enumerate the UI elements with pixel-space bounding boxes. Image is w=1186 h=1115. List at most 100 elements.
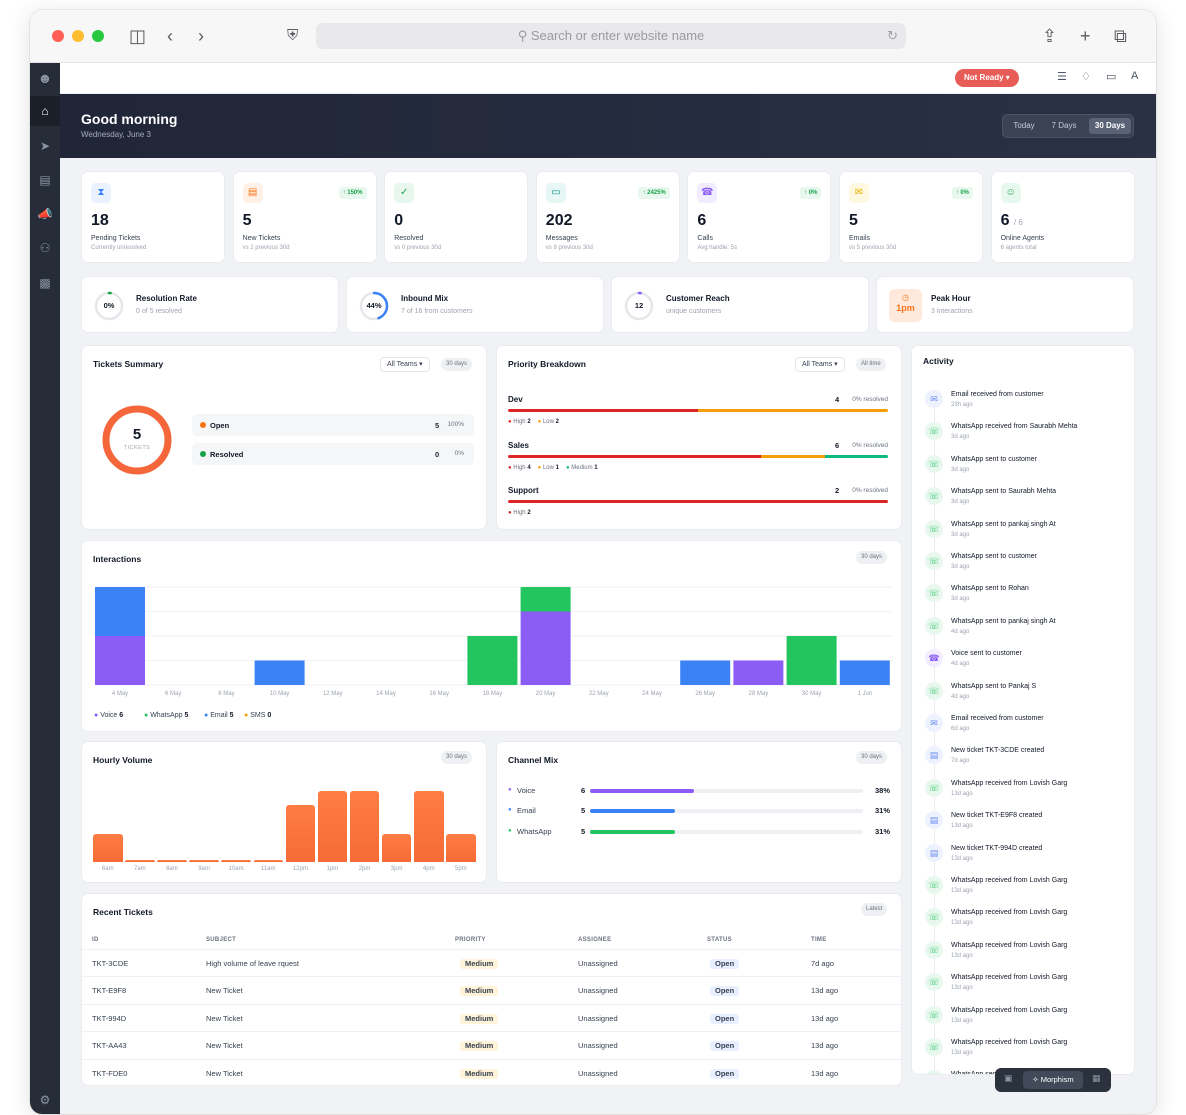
hourly-bar[interactable] <box>157 859 187 862</box>
kpi-card[interactable]: 12 Customer Reach unique customers <box>611 276 869 333</box>
chat-icon[interactable]: ▭ <box>1106 71 1117 83</box>
table-row[interactable]: TKT-3CDE High volume of leave rquest Mediu… <box>82 949 901 976</box>
activity-item[interactable]: ▤ New ticket TKT-E9F8 created 13d ago <box>925 811 1130 841</box>
app-logo-icon[interactable]: ☻ <box>37 70 53 86</box>
ticket-id[interactable]: TKT-994D <box>92 1013 127 1023</box>
bar-email[interactable] <box>254 660 305 686</box>
activity-item[interactable]: ☏ WhatsApp received from Lovish Garg 13d a… <box>925 778 1130 809</box>
activity-item[interactable]: ☏ WhatsApp sent to Rohan 3d ago <box>925 584 1130 614</box>
hourly-bar[interactable] <box>93 833 123 862</box>
send-icon[interactable]: ➤ <box>39 139 51 153</box>
new-tab-icon[interactable]: + <box>1080 26 1091 46</box>
activity-item[interactable]: ☏ WhatsApp received from Lovish Garg 13d a… <box>925 1005 1130 1036</box>
close-window-button[interactable] <box>52 30 64 42</box>
hourly-bar[interactable] <box>381 833 412 862</box>
bar-whatsapp[interactable] <box>786 636 837 685</box>
megaphone-icon[interactable]: 📣 <box>37 207 53 221</box>
activity-item[interactable]: ☏ WhatsApp received from Lovish Garg 13d a… <box>925 908 1130 938</box>
font-icon[interactable]: A <box>1131 70 1139 82</box>
morphism-button[interactable]: ✧ Morphism <box>1023 1071 1083 1089</box>
users-icon[interactable]: ⚇ <box>39 241 51 255</box>
address-bar[interactable]: ⚲ Search or enter website name ↻ <box>316 23 906 49</box>
table-row[interactable]: TKT-E9F8 New Ticket Medium Unassigned Open 13… <box>82 976 901 1003</box>
hourly-bar[interactable] <box>414 791 444 862</box>
analytics-icon[interactable]: ▩ <box>39 276 51 290</box>
activity-item[interactable]: ☏ WhatsApp sent to pankaj singh At 3d ago <box>925 519 1130 550</box>
sidebar-toggle-icon[interactable]: ◫ <box>129 26 147 46</box>
share-icon[interactable]: ⇪ <box>1042 26 1058 46</box>
bar-voice[interactable] <box>95 636 145 685</box>
kpi-card[interactable]: ◷ 1pm Peak Hour 3 interactions <box>876 276 1134 333</box>
range-7-days[interactable]: 7 Days <box>1051 121 1077 130</box>
hourly-bar[interactable] <box>285 805 316 862</box>
reload-icon[interactable]: ↻ <box>887 28 898 43</box>
range-today[interactable]: Today <box>1013 121 1035 130</box>
activity-item[interactable]: ☏ WhatsApp sent to pankaj singh At 4d ago <box>925 616 1130 647</box>
stat-card[interactable]: ✓ 0 Resolved vs 0 previous 30d <box>384 171 529 263</box>
activity-item[interactable]: ✉ Email received from customer 6d ago <box>925 714 1130 744</box>
ticket-id[interactable]: TKT-FDE0 <box>92 1068 128 1078</box>
whatsapp-icon: ☏ <box>925 1038 943 1056</box>
layout-icon[interactable]: ▣ <box>1004 1073 1013 1083</box>
bar-whatsapp[interactable] <box>520 587 571 612</box>
activity-item[interactable]: ☏ WhatsApp sent to customer 3d ago <box>925 552 1130 582</box>
activity-item[interactable]: ✉ Email received from customer 23h ago <box>925 390 1130 420</box>
bar-voice[interactable] <box>520 611 571 686</box>
bar-whatsapp[interactable] <box>467 636 518 685</box>
hourly-bar[interactable] <box>125 859 155 862</box>
hourly-bar[interactable] <box>189 859 219 862</box>
ticket-id[interactable]: TKT-3CDE <box>92 959 129 968</box>
activity-item[interactable]: ☏ WhatsApp received from Lovish Garg 13d a… <box>925 940 1130 971</box>
stat-card[interactable]: ✉ ↑ 0% 5 Emails vs 5 previous 30d <box>839 171 983 263</box>
kpi-card[interactable]: 0% Resolution Rate 0 of 5 resolved <box>81 276 339 333</box>
shield-icon[interactable]: ⛨ <box>287 27 299 44</box>
stat-card[interactable]: ☎ ↑ 0% 6 Calls Avg handle: 5s <box>687 171 832 263</box>
bar-email[interactable] <box>839 660 890 686</box>
bar-email[interactable] <box>95 587 145 636</box>
zoom-window-button[interactable] <box>92 30 104 42</box>
bar-voice[interactable] <box>733 660 784 686</box>
hourly-bar[interactable] <box>253 859 283 862</box>
table-row[interactable]: TKT-AA43 New Ticket Medium Unassigned Open 13… <box>82 1031 901 1058</box>
activity-item[interactable]: ☏ WhatsApp sent to customer 3d ago <box>925 454 1130 485</box>
activity-item[interactable]: ▤ New ticket TKT-3CDE created 7d ago <box>925 746 1130 776</box>
table-row[interactable]: TKT-FDE0 New Ticket Medium Unassigned Open 13… <box>82 1058 901 1085</box>
ticket-id[interactable]: TKT-E9F8 <box>92 986 127 996</box>
settings-icon[interactable]: ⚙ <box>39 1093 51 1107</box>
kpi-card[interactable]: 44% Inbound Mix 7 of 16 from customers <box>346 276 604 333</box>
team-filter-dropdown[interactable]: All Teams ▾ <box>795 357 845 372</box>
ticket-id[interactable]: TKT-AA43 <box>92 1041 127 1051</box>
x-tick-label: 16 May <box>429 691 450 697</box>
home-icon[interactable]: ⌂ <box>30 96 60 126</box>
stat-card[interactable]: ▤ ↑ 150% 5 New Tickets vs 2 previous 30d <box>232 171 377 263</box>
team-filter-dropdown[interactable]: All Teams ▾ <box>380 357 430 372</box>
inbox-icon[interactable]: ▤ <box>39 173 51 187</box>
activity-item[interactable]: ☏ WhatsApp received from Lovish Garg 13d a… <box>925 973 1130 1003</box>
activity-item[interactable]: ☏ WhatsApp received from Lovish Garg 13d a… <box>925 876 1130 906</box>
minimize-window-button[interactable] <box>72 30 84 42</box>
hourly-bar[interactable] <box>349 791 380 862</box>
grid-icon[interactable]: ▦ <box>1092 1073 1101 1083</box>
activity-item[interactable]: ☏ WhatsApp sent to Pankaj S 4d ago <box>925 681 1130 712</box>
bell-icon[interactable]: ♢ <box>1081 71 1091 83</box>
activity-item[interactable]: ☎ Voice sent to customer 4d ago <box>925 649 1130 679</box>
table-row[interactable]: TKT-994D New Ticket Medium Unassigned Open 13… <box>82 1003 901 1031</box>
activity-item[interactable]: ☏ WhatsApp received from Saurabh Mehta 3d … <box>925 422 1130 452</box>
list-icon[interactable]: ☰ <box>1057 71 1067 83</box>
bar-email[interactable] <box>680 660 731 686</box>
activity-time: 13d ago <box>951 920 973 927</box>
range-30-days[interactable]: 30 Days <box>1089 118 1131 134</box>
stat-card[interactable]: ▭ ↑ 2425% 202 Messages vs 8 previous 30d <box>535 171 680 263</box>
hourly-bar[interactable] <box>221 859 251 862</box>
hourly-bar[interactable] <box>446 833 476 862</box>
activity-item[interactable]: ☏ WhatsApp received from Lovish Garg 13d a… <box>925 1038 1130 1068</box>
activity-item[interactable]: ▤ New ticket TKT-994D created 13d ago <box>925 843 1130 874</box>
back-icon[interactable]: ‹ <box>167 26 173 46</box>
hourly-bar[interactable] <box>317 791 348 862</box>
tabs-overview-icon[interactable]: ⧉ <box>1114 26 1127 46</box>
forward-icon[interactable]: › <box>198 26 204 46</box>
stat-card[interactable]: ☺ 6 / 6 Online Agents 6 agents total <box>990 171 1135 263</box>
activity-item[interactable]: ☏ WhatsApp sent to Saurabh Mehta 3d ago <box>925 487 1130 517</box>
stat-card[interactable]: ⧗ 18 Pending Tickets Currently unresolved <box>81 171 225 263</box>
agent-status-dropdown[interactable]: Not Ready ▾ <box>955 69 1019 87</box>
